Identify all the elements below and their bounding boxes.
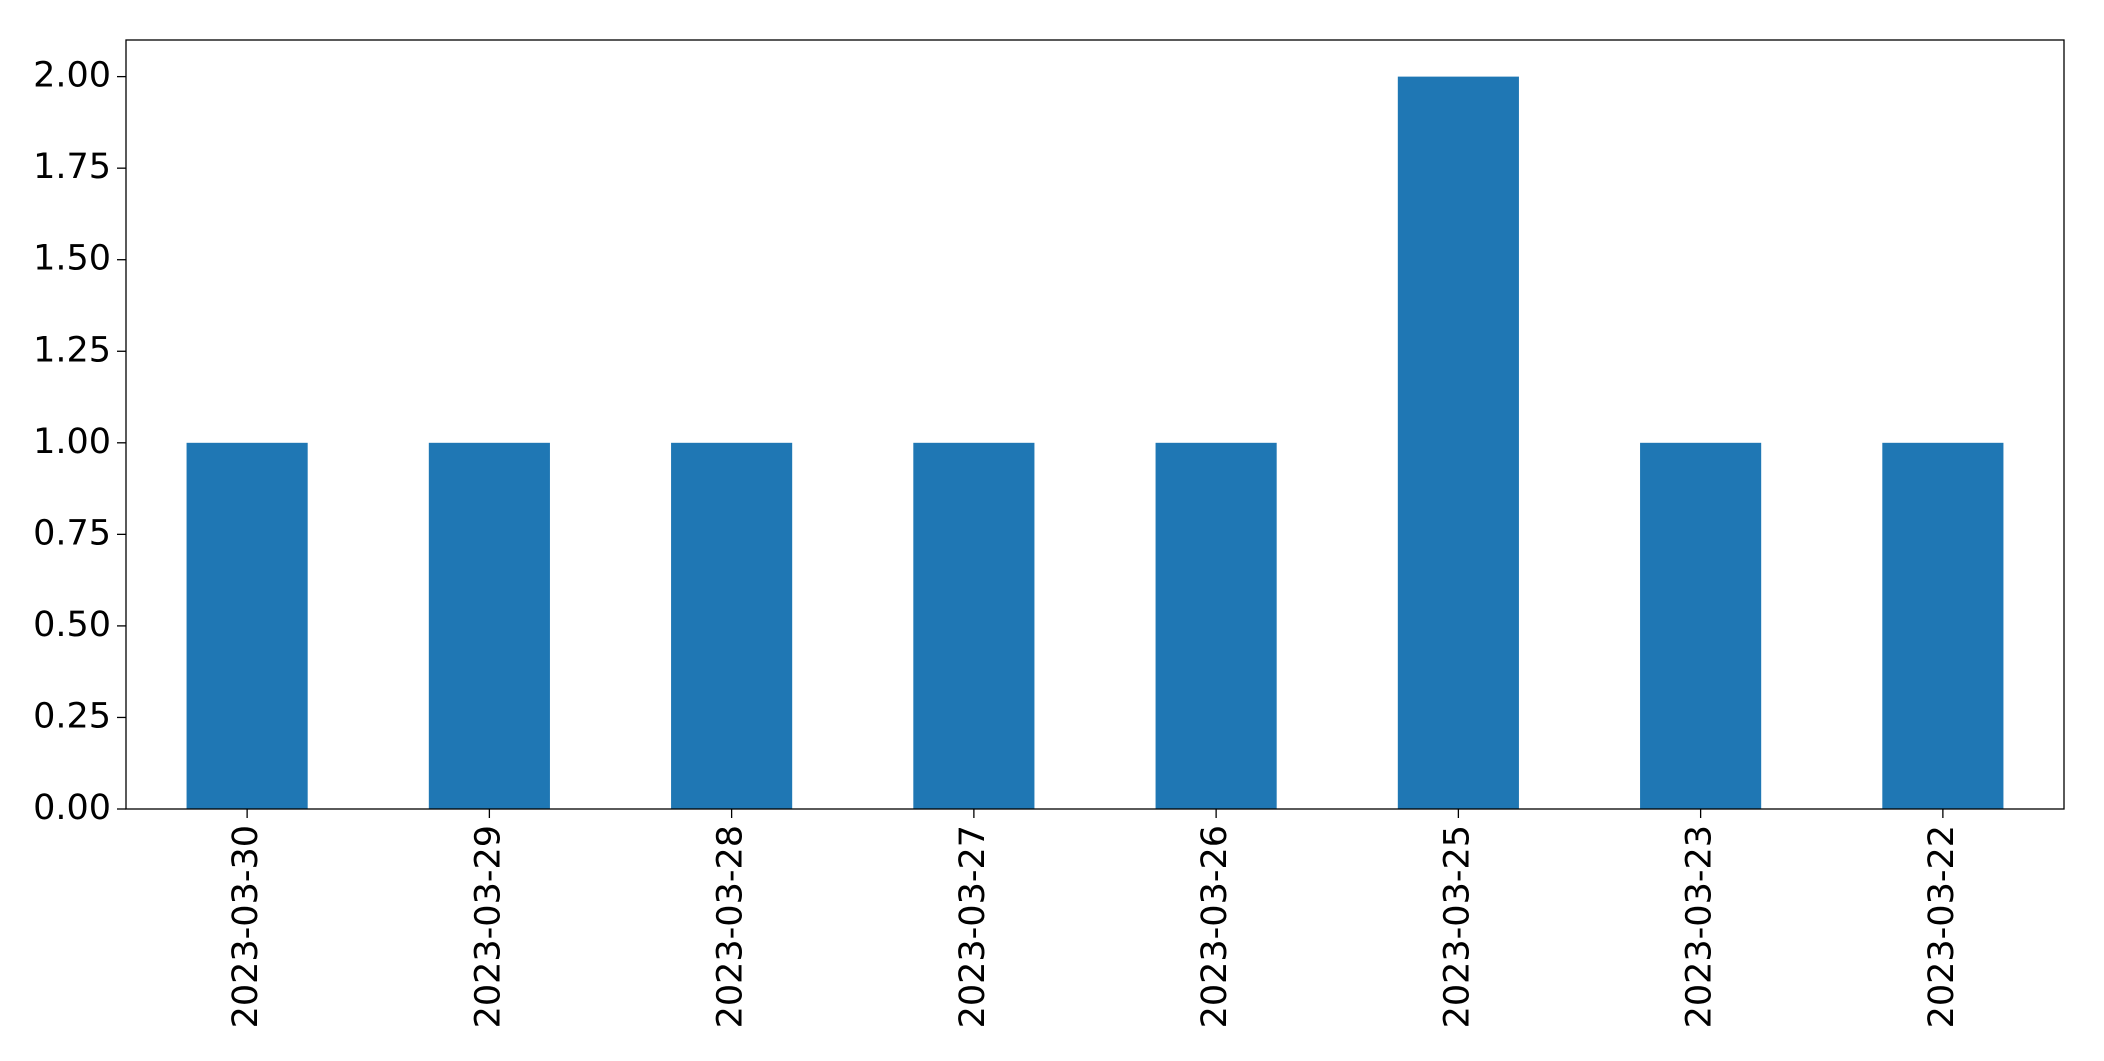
bar xyxy=(1155,442,1277,809)
bar xyxy=(671,442,793,809)
y-tick-label: 0.00 xyxy=(33,788,111,828)
y-tick-label: 1.00 xyxy=(33,422,111,462)
x-tick-label: 2023-03-23 xyxy=(1680,825,1720,1028)
y-tick-label: 0.25 xyxy=(33,696,111,736)
x-tick-label: 2023-03-26 xyxy=(1195,825,1235,1028)
y-tick-label: 2.00 xyxy=(33,56,111,96)
x-tick-label: 2023-03-30 xyxy=(226,825,266,1028)
x-tick-label: 2023-03-27 xyxy=(953,825,993,1028)
bar xyxy=(1397,76,1519,810)
y-tick-label: 1.75 xyxy=(33,147,111,187)
x-tick-label: 2023-03-29 xyxy=(468,825,508,1028)
y-tick-label: 0.50 xyxy=(33,605,111,645)
plot-frame xyxy=(125,39,2065,810)
bar xyxy=(913,442,1035,809)
x-tick-label: 2023-03-22 xyxy=(1922,825,1962,1028)
bar xyxy=(428,442,550,809)
y-tick-label: 0.75 xyxy=(33,513,111,553)
bar xyxy=(1640,442,1762,809)
bar xyxy=(1882,442,2004,809)
x-tick-label: 2023-03-25 xyxy=(1437,825,1477,1028)
x-tick-label: 2023-03-28 xyxy=(711,825,751,1028)
y-tick-label: 1.50 xyxy=(33,239,111,279)
bar xyxy=(186,442,308,809)
y-tick-label: 1.25 xyxy=(33,330,111,370)
